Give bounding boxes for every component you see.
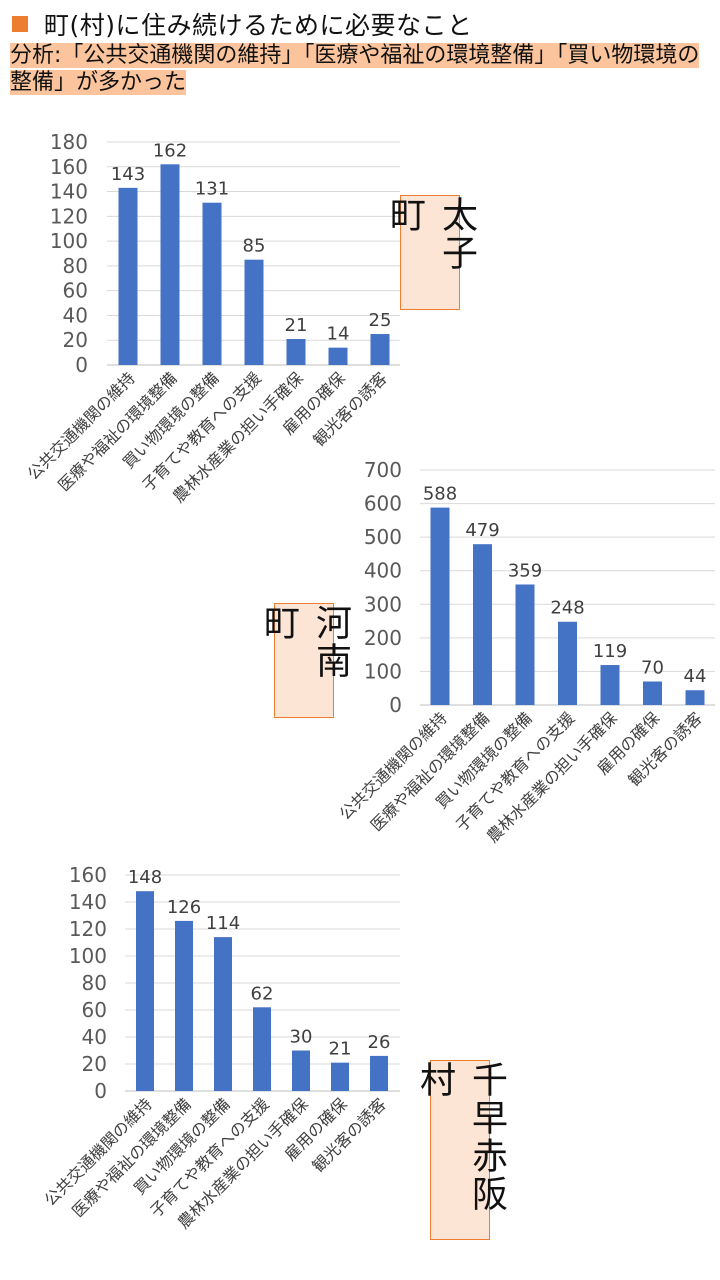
page-header: 町(村)に住み続けるために必要なこと 分析:「公共交通機関の維持」「医療や福祉の… (10, 8, 715, 96)
data-label: 85 (243, 236, 266, 257)
bar (292, 1050, 310, 1091)
bar (685, 690, 705, 705)
y-tick-label: 0 (94, 1079, 107, 1103)
y-tick-label: 500 (364, 525, 402, 549)
data-label: 588 (423, 484, 457, 505)
category-label: 観光客の誘客 (310, 368, 391, 449)
data-label: 14 (327, 324, 350, 345)
data-label: 26 (368, 1032, 391, 1053)
municipality-label-chihayaakasaka: 千早赤阪村 (414, 1060, 507, 1240)
page-title: 町(村)に住み続けるために必要なこと (44, 11, 473, 40)
title-bullet-icon (12, 16, 28, 32)
y-tick-label: 20 (63, 328, 88, 352)
data-label: 62 (251, 983, 274, 1004)
data-label: 359 (508, 560, 542, 581)
bar (175, 920, 193, 1091)
data-label: 30 (290, 1027, 313, 1048)
y-tick-label: 600 (364, 492, 402, 516)
bar (515, 584, 535, 705)
y-tick-label: 140 (50, 180, 88, 204)
bar (600, 665, 620, 705)
bar (202, 202, 222, 365)
y-tick-label: 20 (82, 1052, 107, 1076)
y-tick-label: 200 (364, 626, 402, 650)
bar (160, 164, 180, 365)
y-tick-label: 100 (50, 229, 88, 253)
bar (214, 937, 232, 1091)
y-tick-label: 120 (69, 917, 107, 941)
analysis-highlight: 分析:「公共交通機関の維持」「医療や福祉の環境整備」「買い物環境の整備」が多かっ… (10, 43, 700, 95)
data-label: 248 (550, 598, 584, 619)
y-tick-label: 160 (69, 863, 107, 887)
y-tick-label: 100 (364, 659, 402, 683)
municipality-label-taishi: 太子町 (384, 195, 477, 310)
data-label: 126 (167, 897, 201, 918)
data-label: 162 (153, 140, 187, 161)
y-tick-label: 400 (364, 559, 402, 583)
title-row: 町(村)に住み続けるために必要なこと (10, 8, 715, 40)
y-tick-label: 180 (50, 130, 88, 154)
y-tick-label: 140 (69, 890, 107, 914)
bar (118, 187, 138, 365)
bar (643, 681, 662, 705)
chart-kanan: 0100200300400500600700588公共交通機関の維持479医療や… (336, 458, 715, 846)
bar (244, 259, 264, 365)
data-label: 21 (285, 315, 308, 336)
y-tick-label: 80 (82, 971, 107, 995)
data-label: 143 (111, 164, 145, 185)
bar (558, 621, 577, 705)
data-label: 131 (195, 179, 229, 200)
data-label: 70 (641, 658, 664, 679)
bar (286, 338, 306, 365)
municipality-label-kanan: 河南町 (258, 603, 351, 718)
data-label: 114 (206, 913, 240, 934)
data-label: 44 (684, 666, 707, 687)
bar (328, 347, 348, 365)
y-tick-label: 40 (82, 1025, 107, 1049)
data-label: 25 (369, 310, 392, 331)
analysis-text: 分析:「公共交通機関の維持」「医療や福祉の環境整備」「買い物環境の整備」が多かっ… (10, 42, 715, 96)
data-label: 479 (465, 520, 499, 541)
y-tick-label: 80 (63, 254, 88, 278)
bar (331, 1062, 349, 1091)
y-tick-label: 300 (364, 592, 402, 616)
y-tick-label: 0 (75, 353, 88, 377)
bar (370, 334, 390, 365)
y-tick-label: 120 (50, 204, 88, 228)
y-tick-label: 700 (364, 458, 402, 482)
y-tick-label: 40 (63, 303, 88, 327)
y-tick-label: 160 (50, 155, 88, 179)
bar (370, 1055, 388, 1091)
y-tick-label: 0 (389, 693, 402, 717)
bar (430, 507, 450, 705)
bar (136, 891, 154, 1091)
y-tick-label: 100 (69, 944, 107, 968)
bar (473, 544, 492, 705)
y-tick-label: 60 (82, 998, 107, 1022)
y-tick-label: 60 (63, 279, 88, 303)
data-label: 21 (329, 1039, 352, 1060)
data-label: 119 (593, 641, 627, 662)
bar (253, 1007, 271, 1091)
chart-taishi: 020406080100120140160180143公共交通機関の維持162医… (24, 130, 400, 506)
data-label: 148 (128, 867, 162, 888)
